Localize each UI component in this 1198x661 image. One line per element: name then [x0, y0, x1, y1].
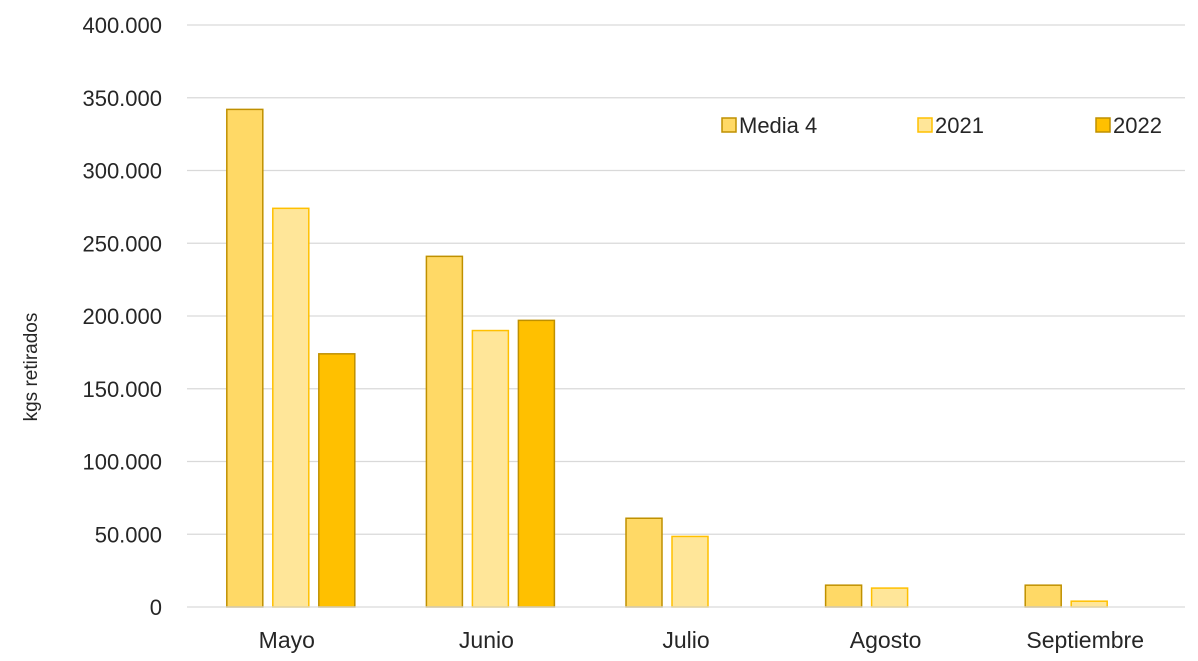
bar-media-4	[425, 255, 464, 608]
legend-label: 2021	[935, 113, 984, 138]
legend-swatch	[1095, 117, 1111, 133]
x-tick-label: Septiembre	[1026, 627, 1144, 653]
legend-label: Media 4	[739, 113, 817, 138]
x-axis-ticks: Mayo Junio Julio Agosto Septiembre	[259, 627, 1144, 653]
y-tick-label: 400.000	[82, 13, 162, 38]
y-axis-ticks: 0 50.000 100.000 150.000 200.000 250.000 300.0…	[82, 13, 162, 620]
y-tick-label: 0	[150, 595, 162, 620]
legend-swatch	[721, 117, 737, 133]
bar-2021	[671, 535, 709, 608]
legend-label: 2022	[1113, 113, 1162, 138]
x-tick-label: Mayo	[259, 627, 315, 653]
bars	[226, 108, 1108, 608]
bar-media-4	[226, 108, 264, 608]
y-axis-label: kgs retirados	[21, 313, 42, 422]
y-tick-label: 350.000	[82, 86, 162, 111]
bar-2021	[471, 329, 510, 608]
bar-2021	[1070, 600, 1108, 608]
bar-media-4	[1024, 584, 1062, 608]
bar-2022	[517, 319, 556, 608]
legend: Media 4 2021 2022	[721, 113, 1162, 138]
y-tick-label: 300.000	[82, 159, 162, 184]
bar-media-4	[625, 517, 663, 608]
y-tick-label: 150.000	[82, 377, 162, 402]
bar-media-4	[824, 584, 863, 608]
bar-2022	[318, 353, 356, 608]
legend-swatch	[917, 117, 933, 133]
x-tick-label: Julio	[662, 627, 709, 653]
y-tick-label: 250.000	[82, 231, 162, 256]
x-tick-label: Junio	[459, 627, 514, 653]
y-tick-label: 100.000	[82, 450, 162, 475]
x-tick-label: Agosto	[850, 627, 922, 653]
y-tick-label: 50.000	[95, 522, 162, 547]
bar-2021	[870, 587, 909, 608]
y-tick-label: 200.000	[82, 304, 162, 329]
bar-2021	[272, 207, 310, 608]
